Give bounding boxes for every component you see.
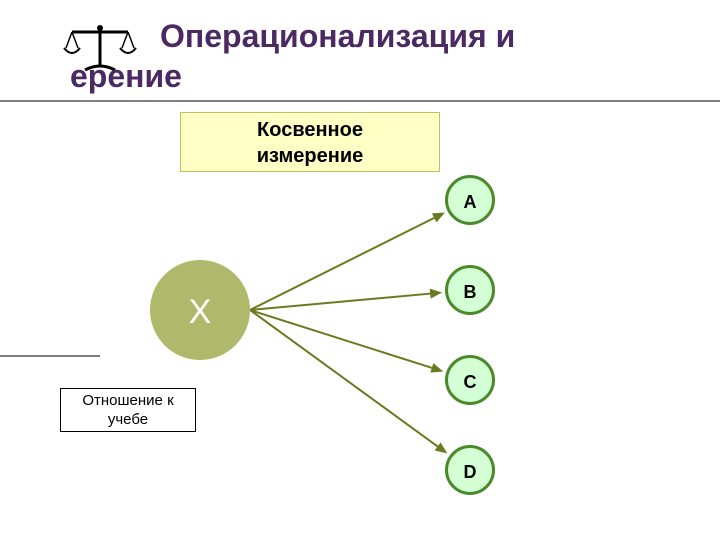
node-b-label: B [464,282,477,302]
node-c-label: C [464,372,477,392]
caption-line1: Отношение к [82,392,173,409]
node-x-label: X [189,293,212,331]
divider-top [0,100,720,102]
node-x: X [150,260,250,360]
node-b: B [445,265,495,315]
divider-left-short [0,355,100,357]
node-c: C [445,355,495,405]
node-a: A [445,175,495,225]
subtitle-line2: измерение [257,145,364,167]
slide-title-line2: ерение [70,58,182,95]
subtitle-box: Косвенное измерение [180,112,440,172]
slide-title-line1: Операционализация и [160,18,515,55]
subtitle-line1: Косвенное [257,119,363,141]
caption-box: Отношение к учебе [60,388,196,432]
caption-line2: учебе [108,411,148,428]
node-d-label: D [464,462,477,482]
node-a-label: A [464,192,477,212]
node-d: D [445,445,495,495]
